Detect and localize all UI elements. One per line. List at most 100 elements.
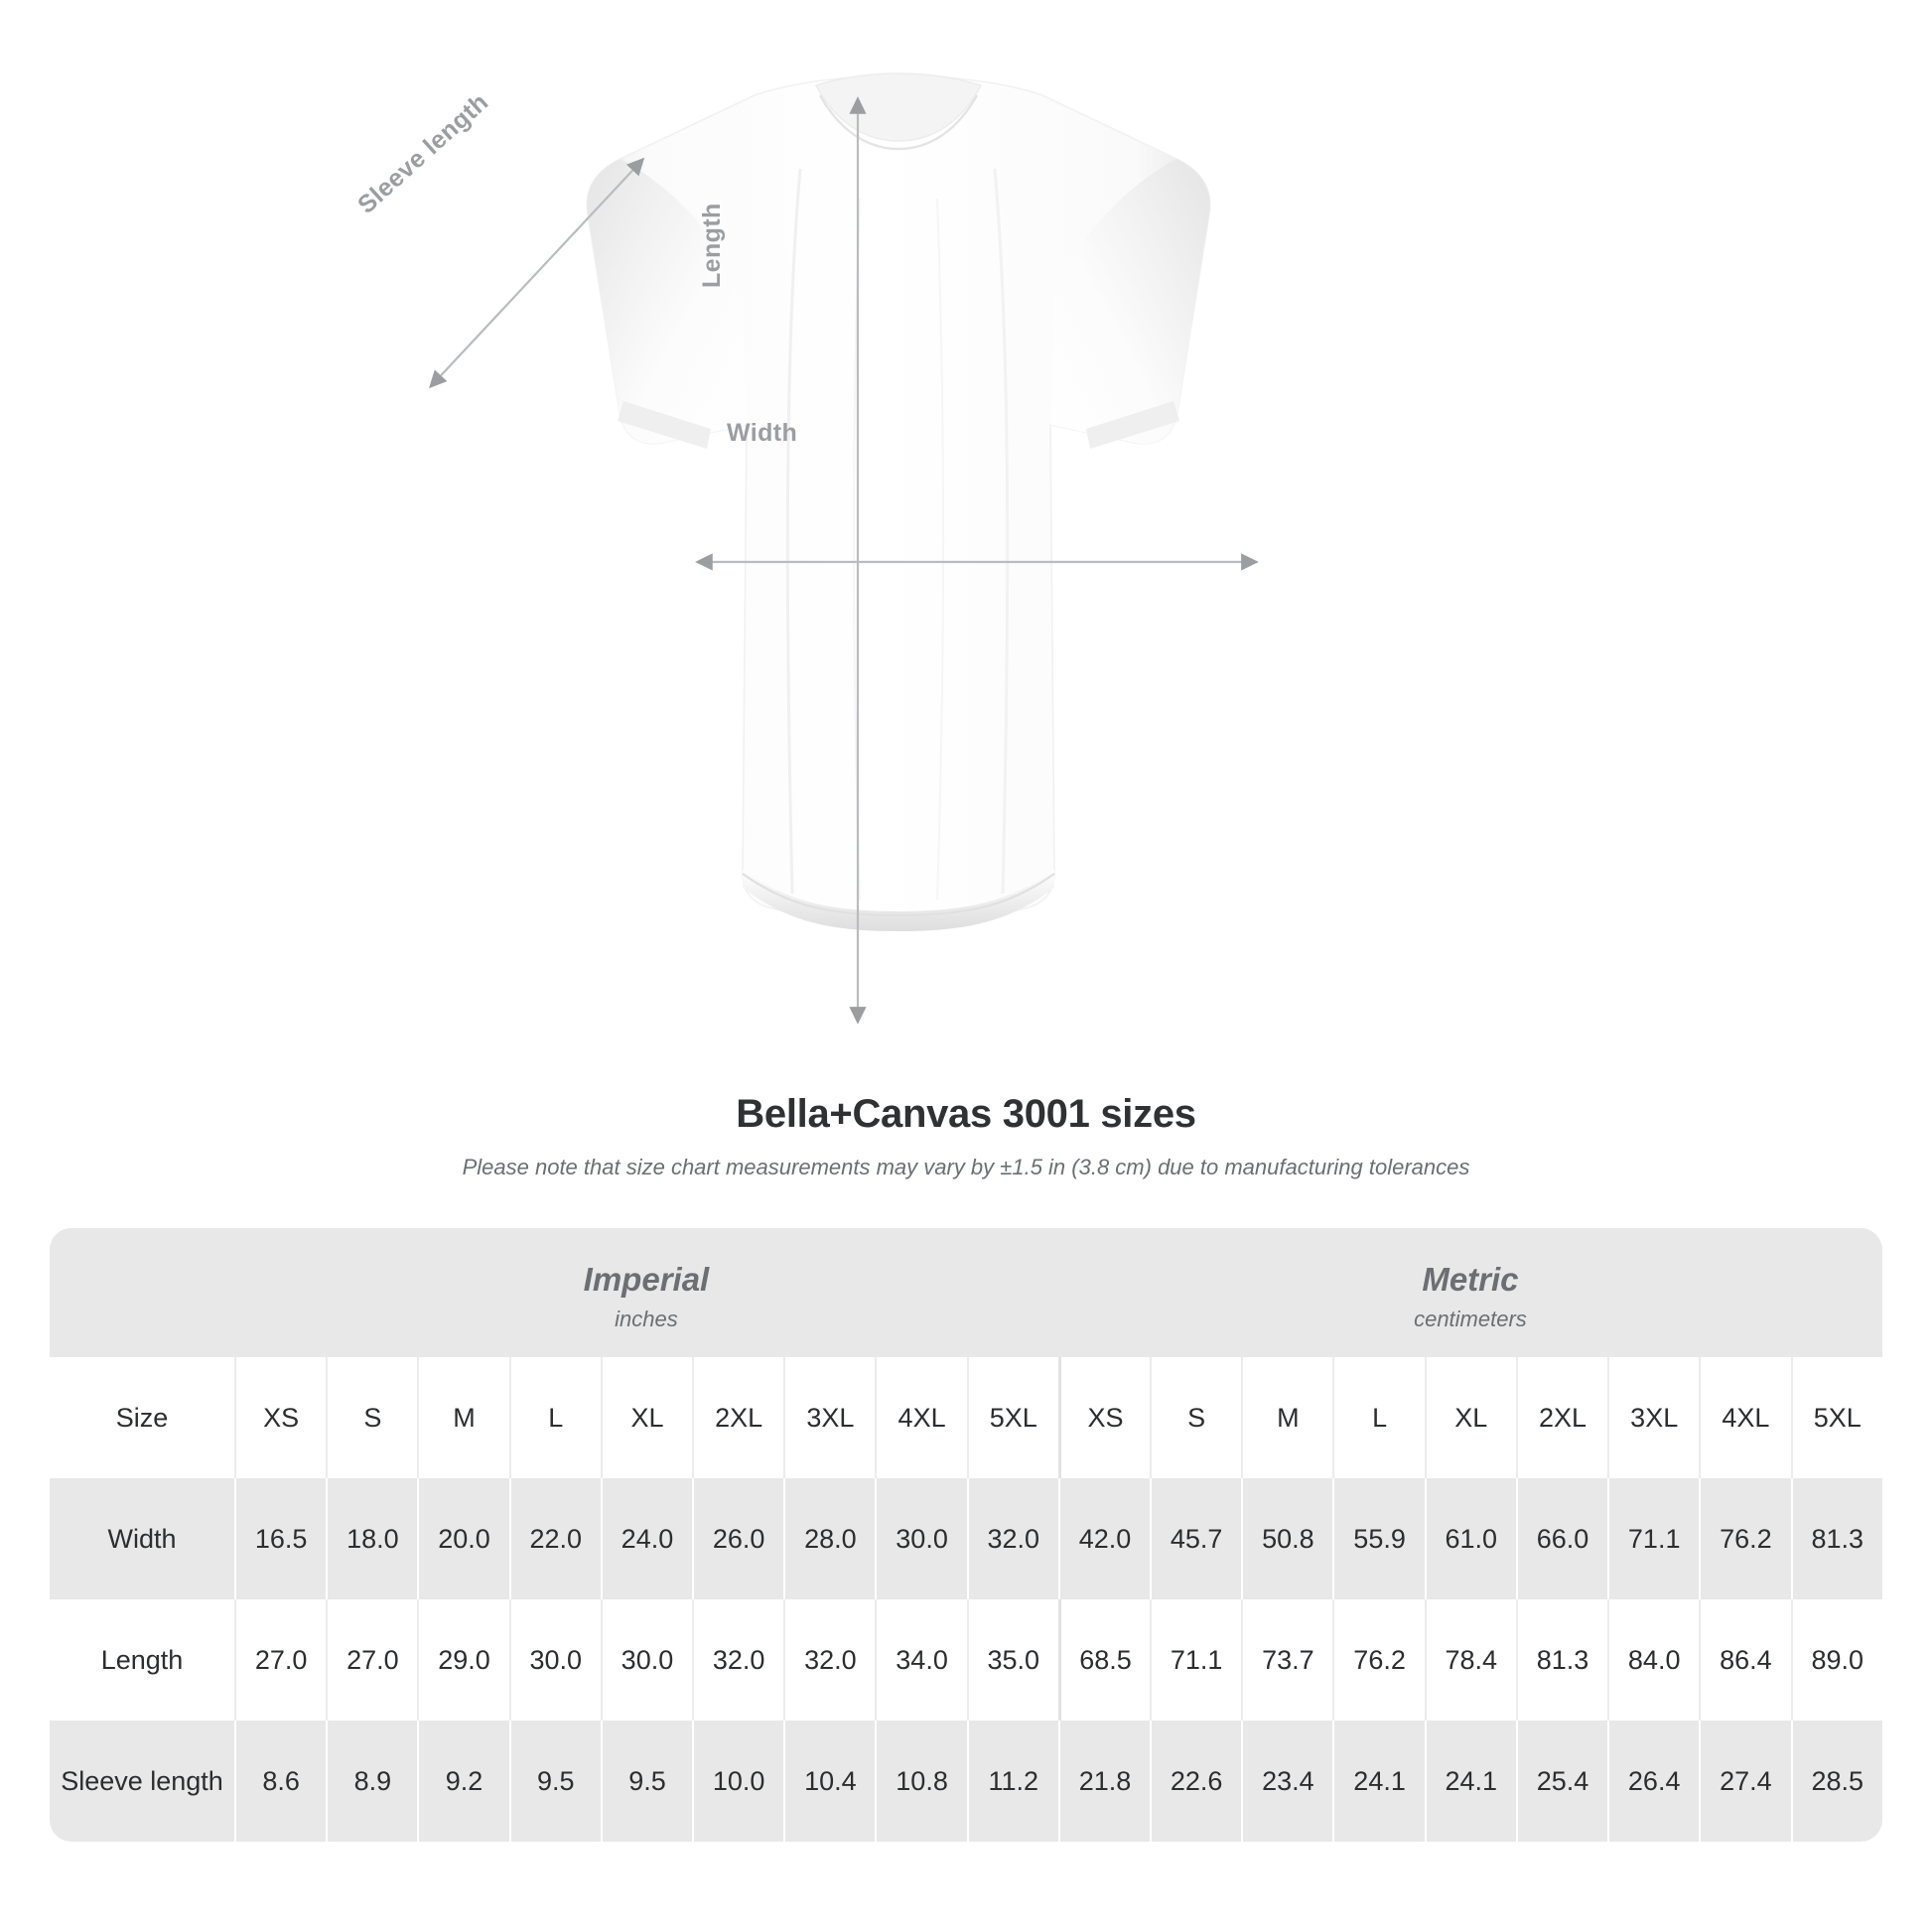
cell-width-3: 22.0 xyxy=(508,1478,601,1599)
size-header-imp-3: L xyxy=(508,1357,601,1478)
size-header-met-4: XL xyxy=(1424,1357,1516,1478)
size-header-met-5: 2XL xyxy=(1515,1357,1608,1478)
cell-width-13: 61.0 xyxy=(1424,1478,1516,1599)
cell-sleeve-0: 8.6 xyxy=(234,1721,327,1842)
measurement-guides xyxy=(429,96,1259,1025)
cell-length-11: 73.7 xyxy=(1241,1599,1333,1721)
cell-length-9: 68.5 xyxy=(1057,1599,1151,1721)
row-header-sleeve-length: Sleeve length xyxy=(50,1721,235,1842)
cell-length-8: 35.0 xyxy=(966,1599,1058,1721)
cell-length-2: 29.0 xyxy=(417,1599,509,1721)
size-header-met-2: M xyxy=(1241,1357,1333,1478)
cell-sleeve-2: 9.2 xyxy=(417,1721,509,1842)
table-row: Width 16.5 18.0 20.0 22.0 24.0 26.0 28.0… xyxy=(50,1478,1882,1599)
unit-group-metric: Metric centimeters xyxy=(1057,1228,1882,1357)
tshirt-diagram: Sleeve length Length Width xyxy=(352,72,1259,1025)
cell-width-12: 55.9 xyxy=(1332,1478,1425,1599)
unit-banner-row: Imperial inches Metric centimeters xyxy=(50,1228,1882,1357)
tshirt-illustration xyxy=(429,72,1259,1025)
size-header-met-1: S xyxy=(1150,1357,1242,1478)
unit-sub-metric: centimeters xyxy=(1414,1307,1527,1331)
row-header-width: Width xyxy=(50,1478,235,1599)
size-header-met-3: L xyxy=(1332,1357,1425,1478)
width-label: Width xyxy=(727,419,798,447)
cell-width-5: 26.0 xyxy=(692,1478,784,1599)
size-header-imp-2: M xyxy=(417,1357,509,1478)
cell-sleeve-7: 10.8 xyxy=(875,1721,967,1842)
cell-width-10: 45.7 xyxy=(1150,1478,1242,1599)
chart-caption: Bella+Canvas 3001 sizes Please note that… xyxy=(0,1092,1932,1180)
cell-length-5: 32.0 xyxy=(692,1599,784,1721)
cell-width-7: 30.0 xyxy=(875,1478,967,1599)
table-header-row: Size XS S M L XL 2XL 3XL 4XL 5XL XS S M … xyxy=(50,1357,1882,1478)
unit-sub-imperial: inches xyxy=(615,1307,678,1331)
cell-sleeve-17: 28.5 xyxy=(1790,1721,1882,1842)
cell-length-12: 76.2 xyxy=(1332,1599,1425,1721)
size-table-wrapper: Imperial inches Metric centimeters Size … xyxy=(50,1228,1882,1842)
cell-sleeve-5: 10.0 xyxy=(692,1721,784,1842)
cell-length-6: 32.0 xyxy=(783,1599,876,1721)
cell-length-10: 71.1 xyxy=(1150,1599,1242,1721)
cell-width-6: 28.0 xyxy=(783,1478,876,1599)
tolerance-note: Please note that size chart measurements… xyxy=(462,1155,1470,1179)
cell-width-9: 42.0 xyxy=(1057,1478,1151,1599)
cell-sleeve-11: 23.4 xyxy=(1241,1721,1333,1842)
size-header-imp-5: 2XL xyxy=(692,1357,784,1478)
cell-length-7: 34.0 xyxy=(875,1599,967,1721)
cell-sleeve-4: 9.5 xyxy=(600,1721,693,1842)
cell-length-3: 30.0 xyxy=(508,1599,601,1721)
cell-width-14: 66.0 xyxy=(1515,1478,1608,1599)
size-header-met-6: 3XL xyxy=(1607,1357,1700,1478)
cell-sleeve-15: 26.4 xyxy=(1607,1721,1700,1842)
size-header-imp-1: S xyxy=(326,1357,418,1478)
cell-sleeve-12: 24.1 xyxy=(1332,1721,1425,1842)
cell-sleeve-9: 21.8 xyxy=(1057,1721,1151,1842)
cell-length-15: 84.0 xyxy=(1607,1599,1700,1721)
cell-width-0: 16.5 xyxy=(234,1478,327,1599)
cell-sleeve-13: 24.1 xyxy=(1424,1721,1516,1842)
cell-sleeve-16: 27.4 xyxy=(1699,1721,1791,1842)
size-header-imp-4: XL xyxy=(600,1357,693,1478)
size-header-met-0: XS xyxy=(1057,1357,1151,1478)
size-header-imp-8: 5XL xyxy=(966,1357,1058,1478)
cell-width-1: 18.0 xyxy=(326,1478,418,1599)
cell-sleeve-1: 8.9 xyxy=(326,1721,418,1842)
cell-sleeve-14: 25.4 xyxy=(1515,1721,1608,1842)
cell-width-2: 20.0 xyxy=(417,1478,509,1599)
cell-length-0: 27.0 xyxy=(234,1599,327,1721)
cell-width-17: 81.3 xyxy=(1790,1478,1882,1599)
unit-name-imperial: Imperial xyxy=(583,1261,710,1298)
cell-sleeve-10: 22.6 xyxy=(1150,1721,1242,1842)
size-header-imp-7: 4XL xyxy=(875,1357,967,1478)
cell-width-15: 71.1 xyxy=(1607,1478,1700,1599)
table-row: Length 27.0 27.0 29.0 30.0 30.0 32.0 32.… xyxy=(50,1599,1882,1721)
cell-length-4: 30.0 xyxy=(600,1599,693,1721)
cell-length-1: 27.0 xyxy=(326,1599,418,1721)
column-header-size: Size xyxy=(50,1357,235,1478)
cell-length-14: 81.3 xyxy=(1515,1599,1608,1721)
cell-width-8: 32.0 xyxy=(966,1478,1058,1599)
cell-length-13: 78.4 xyxy=(1424,1599,1516,1721)
cell-sleeve-8: 11.2 xyxy=(966,1721,1058,1842)
size-table: Imperial inches Metric centimeters Size … xyxy=(50,1228,1882,1842)
row-header-length: Length xyxy=(50,1599,235,1721)
cell-length-16: 86.4 xyxy=(1699,1599,1791,1721)
cell-length-17: 89.0 xyxy=(1790,1599,1882,1721)
tshirt-shape xyxy=(586,72,1211,931)
unit-banner-spacer xyxy=(50,1228,235,1357)
cell-sleeve-6: 10.4 xyxy=(783,1721,876,1842)
cell-sleeve-3: 9.5 xyxy=(508,1721,601,1842)
cell-width-16: 76.2 xyxy=(1699,1478,1791,1599)
sleeve-length-arrow xyxy=(429,157,645,389)
size-header-imp-6: 3XL xyxy=(783,1357,876,1478)
unit-group-imperial: Imperial inches xyxy=(234,1228,1058,1357)
size-header-imp-0: XS xyxy=(234,1357,327,1478)
size-header-met-7: 4XL xyxy=(1699,1357,1791,1478)
table-row: Sleeve length 8.6 8.9 9.2 9.5 9.5 10.0 1… xyxy=(50,1721,1882,1842)
cell-width-11: 50.8 xyxy=(1241,1478,1333,1599)
size-header-met-8: 5XL xyxy=(1790,1357,1882,1478)
page-title: Bella+Canvas 3001 sizes xyxy=(736,1092,1196,1136)
length-label: Length xyxy=(698,203,726,288)
unit-name-metric: Metric xyxy=(1422,1261,1519,1298)
